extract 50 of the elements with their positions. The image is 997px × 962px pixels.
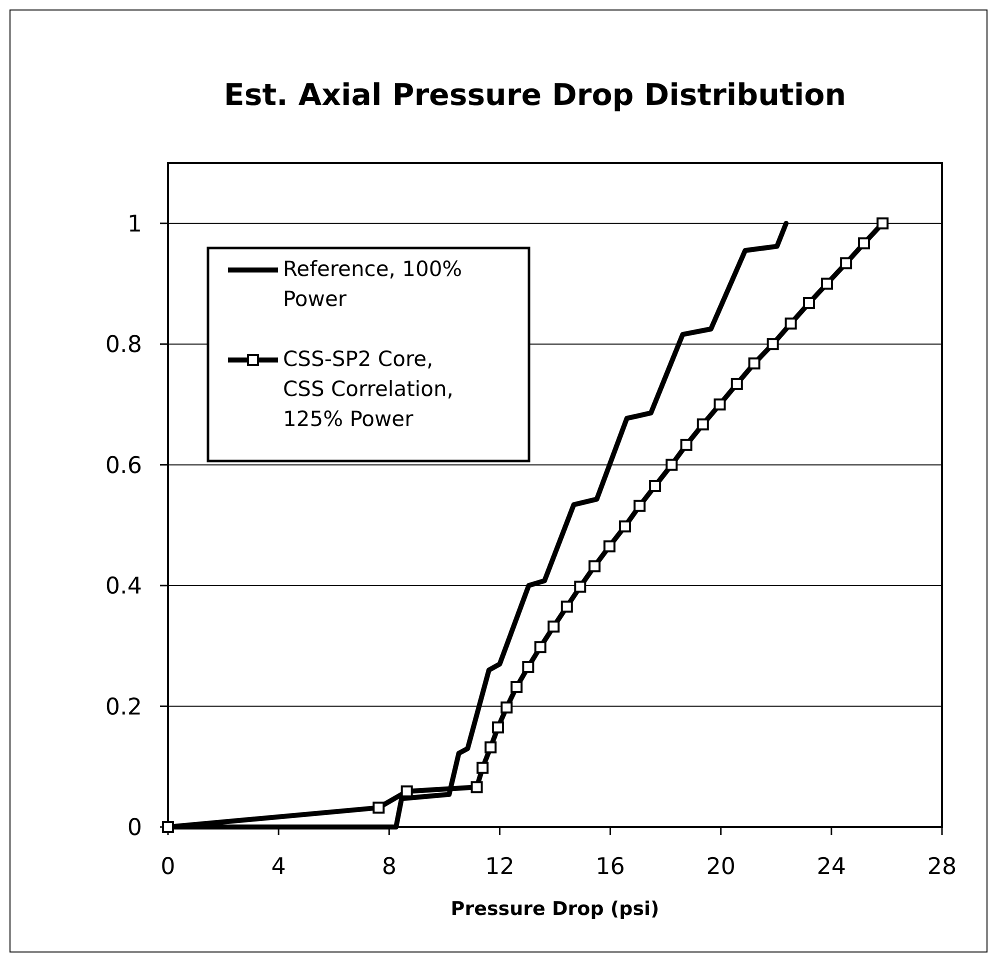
- point: [784, 318, 797, 330]
- x-tick-label: 28: [927, 854, 957, 880]
- x-tick-label: 16: [596, 854, 625, 880]
- point: [634, 500, 646, 512]
- point: [470, 781, 483, 794]
- y-tick-label: 0.6: [105, 452, 142, 479]
- point: [574, 580, 586, 593]
- point: [400, 785, 413, 798]
- point: [680, 438, 692, 451]
- y-tick-label: 0: [127, 815, 142, 841]
- x-axis-title: Pressure Drop (psi): [450, 898, 660, 920]
- x-tick-label: 20: [706, 854, 736, 880]
- legend-label: CSS-SP2 Core, CSS Correlation, 125% Power: [283, 347, 454, 431]
- point: [666, 458, 678, 471]
- point: [510, 680, 523, 693]
- y-tick-label: 0.2: [105, 694, 142, 720]
- chart-title: Est. Axial Pressure Drop Distribution: [224, 78, 846, 113]
- x-tick-label: 0: [160, 854, 176, 880]
- x-tick-label: 8: [382, 854, 396, 880]
- point: [162, 821, 174, 833]
- point: [372, 802, 385, 814]
- point: [484, 741, 497, 754]
- x-tick-label: 12: [485, 854, 514, 880]
- point: [560, 600, 573, 613]
- point: [821, 278, 834, 290]
- point: [476, 762, 489, 774]
- x-tick-label: 4: [271, 854, 286, 880]
- point: [522, 661, 534, 674]
- point: [588, 560, 601, 572]
- point: [714, 398, 726, 410]
- point: [803, 297, 816, 310]
- legend-label: Reference, 100% Power: [283, 257, 462, 311]
- point: [500, 701, 513, 714]
- point: [876, 217, 889, 230]
- point: [766, 338, 779, 350]
- y-tick-label: 1: [127, 211, 142, 238]
- point: [618, 520, 631, 532]
- point: [696, 418, 709, 430]
- point: [649, 480, 662, 492]
- point: [548, 620, 560, 633]
- x-tick-label: 24: [816, 854, 846, 880]
- point: [603, 540, 616, 552]
- y-tick-label: 0.4: [105, 574, 142, 600]
- y-tick-label: 0.8: [105, 332, 142, 358]
- point: [492, 721, 504, 734]
- point: [748, 357, 760, 370]
- point: [858, 237, 870, 250]
- point: [534, 641, 546, 654]
- point: [730, 378, 743, 390]
- point: [840, 257, 852, 270]
